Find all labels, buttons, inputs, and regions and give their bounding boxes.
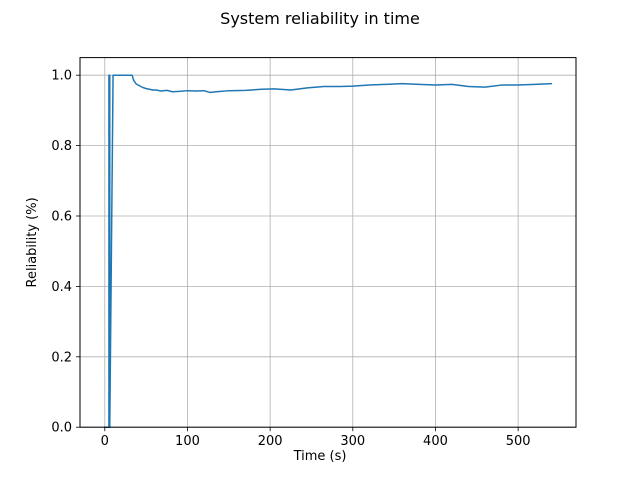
y-tick-label: 0.0 bbox=[51, 421, 72, 436]
y-tick-label: 0.4 bbox=[51, 280, 72, 295]
y-tick-label: 0.8 bbox=[51, 139, 72, 154]
chart-title: System reliability in time bbox=[220, 9, 420, 28]
y-tick-label: 1.0 bbox=[51, 69, 72, 84]
series-layer bbox=[104, 74, 552, 428]
y-tick-label: 0.2 bbox=[51, 350, 72, 365]
x-tick-label: 500 bbox=[506, 434, 531, 449]
reliability-line bbox=[104, 74, 552, 428]
x-tick-label: 300 bbox=[340, 434, 365, 449]
axes-frame bbox=[79, 57, 577, 428]
ticks: 0 100 200 300 400 500 0.0 0.2 0.4 0.6 0.8 1.0 bbox=[51, 69, 530, 450]
x-tick-label: 200 bbox=[258, 434, 283, 449]
x-axis-label: Time (s) bbox=[293, 449, 347, 464]
y-axis-label: Reliability (%) bbox=[25, 197, 40, 287]
y-tick-label: 0.6 bbox=[51, 210, 72, 225]
x-tick-label: 400 bbox=[423, 434, 448, 449]
x-tick-label: 0 bbox=[101, 434, 109, 449]
x-tick-label: 100 bbox=[175, 434, 200, 449]
